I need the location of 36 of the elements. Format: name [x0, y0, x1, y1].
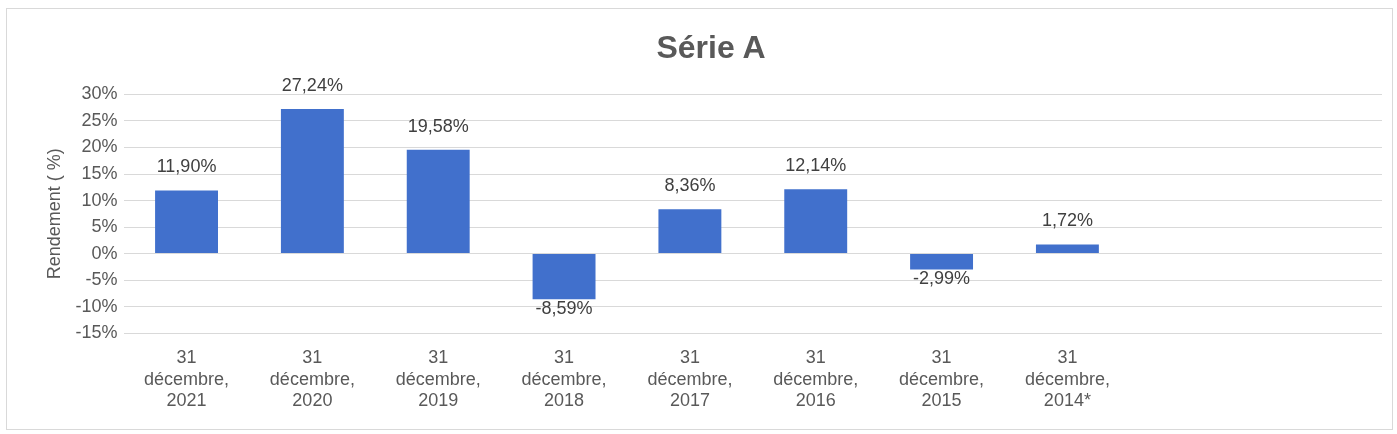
y-tick-label: 5% — [91, 216, 118, 237]
x-tick-label: 31 décembre, 2020 — [269, 346, 355, 411]
y-tick-label: -5% — [85, 269, 118, 290]
x-tick-label: 31 décembre, 2019 — [395, 346, 481, 411]
bar — [280, 109, 344, 254]
bar — [910, 254, 974, 270]
chart-title: Série A — [656, 29, 766, 66]
y-axis-title: Rendement ( %) — [43, 148, 64, 280]
bar — [784, 189, 848, 254]
y-tick-label: -10% — [75, 295, 118, 316]
data-label: 12,14% — [785, 155, 847, 176]
data-label: 1,72% — [1041, 210, 1093, 231]
y-tick-label: 25% — [81, 109, 118, 130]
bar — [1035, 244, 1099, 254]
data-label: 27,24% — [281, 75, 343, 96]
y-tick-label: 20% — [81, 136, 118, 157]
y-tick-label: 15% — [81, 162, 118, 183]
y-tick-label: 0% — [91, 242, 118, 263]
bar — [658, 209, 722, 254]
bar — [155, 190, 218, 254]
y-tick-label: 30% — [81, 83, 118, 104]
x-tick-label: 31 décembre, 2016 — [773, 346, 859, 411]
bar — [532, 254, 596, 300]
x-tick-label: 31 décembre, 2021 — [144, 346, 230, 411]
x-tick-label: 31 décembre, 2015 — [899, 346, 985, 411]
data-label: 8,36% — [664, 175, 716, 196]
x-tick-label: 31 décembre, 2014* — [1024, 346, 1110, 411]
bar — [406, 149, 470, 254]
data-label: 11,90% — [156, 156, 217, 177]
data-label: -2,99% — [913, 268, 971, 289]
y-tick-label: 10% — [81, 189, 118, 210]
data-label: 19,58% — [407, 115, 469, 136]
x-tick-label: 31 décembre, 2018 — [521, 346, 607, 411]
x-tick-label: 31 décembre, 2017 — [647, 346, 733, 411]
y-tick-label: -15% — [75, 322, 118, 343]
data-label: -8,59% — [535, 298, 593, 319]
